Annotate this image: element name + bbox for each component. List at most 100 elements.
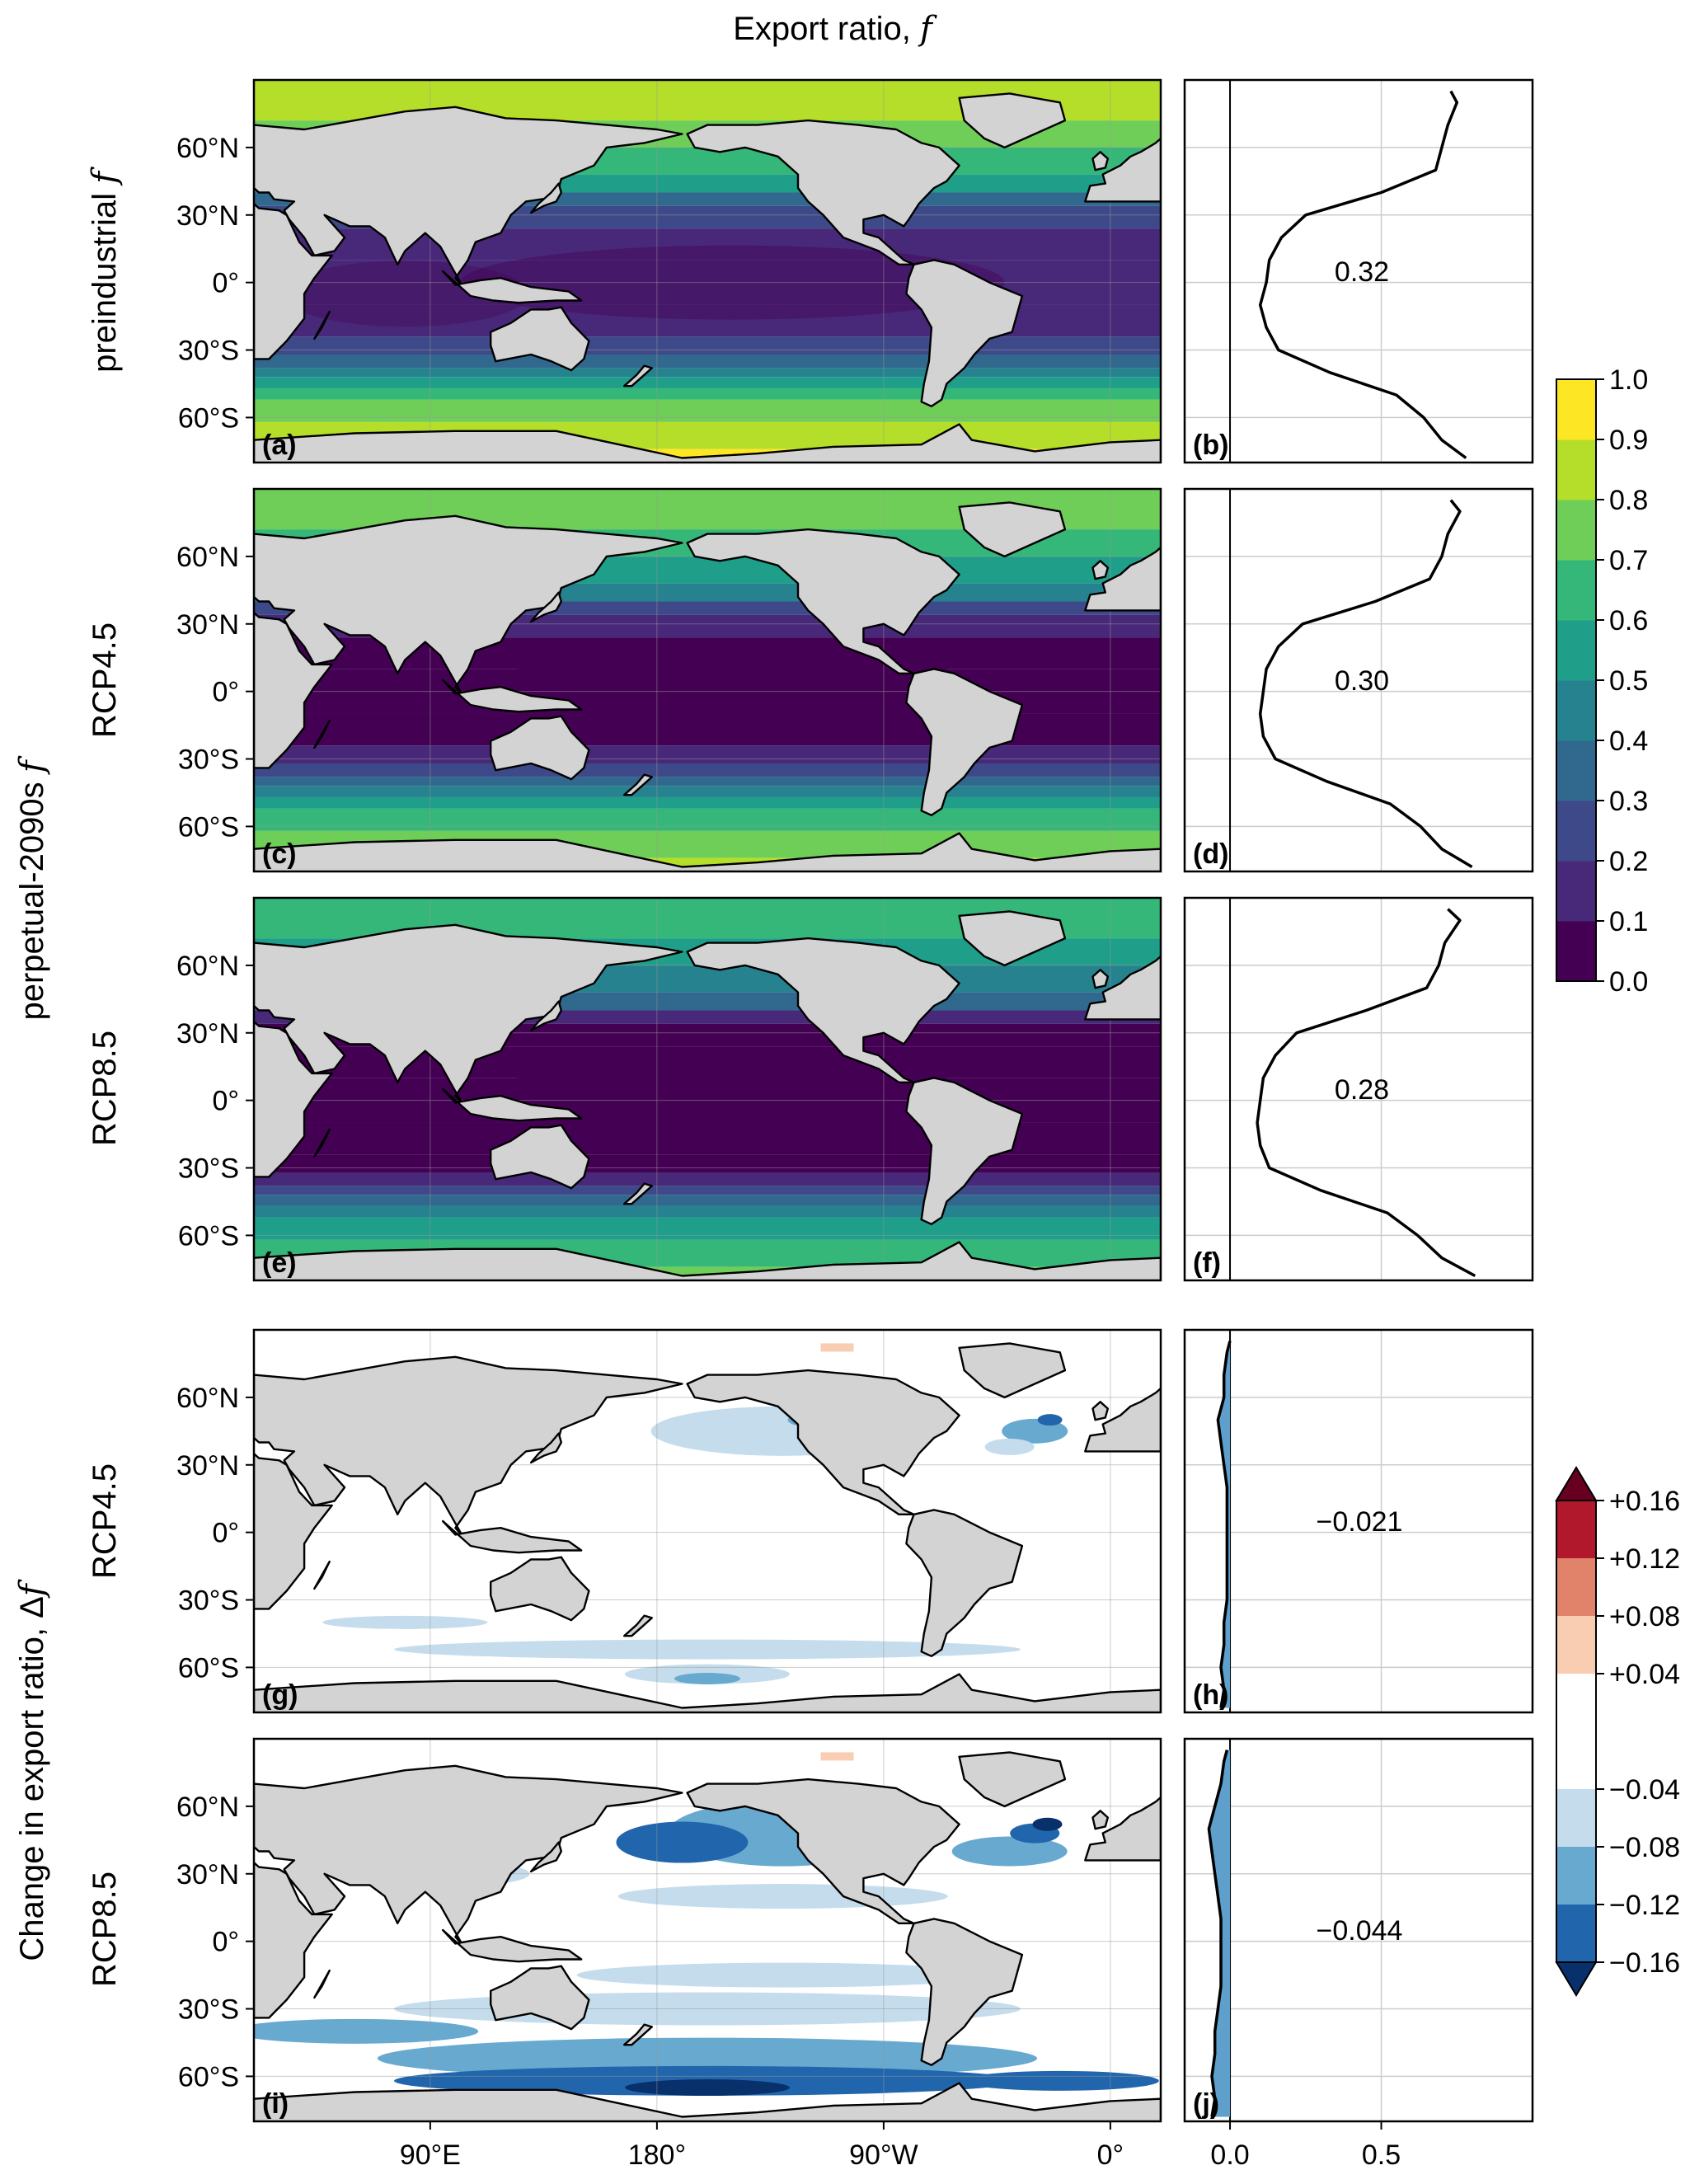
colorbar-f-swatch [1556, 439, 1596, 500]
colorbar-df-swatch [1556, 1501, 1596, 1559]
land-japan [529, 1841, 562, 1873]
lat-tick-label: 60°N [176, 1792, 239, 1823]
land-uk [1091, 969, 1110, 989]
lat-tick-label: 30°N [176, 1859, 239, 1890]
change-region-positive [820, 1343, 854, 1352]
land-africa [254, 1020, 333, 1178]
land-greenland [958, 501, 1067, 558]
land-northAmerica [686, 937, 960, 1084]
land-japan [529, 591, 562, 623]
ocean-band [254, 1154, 1161, 1172]
land-europeWest [1084, 1387, 1161, 1453]
row-label-group-change: Change in export ratio, Δf [13, 1579, 51, 1961]
lat-tick-label: 60°N [176, 133, 239, 164]
land-antarctica [254, 2082, 1161, 2121]
land-nz [623, 773, 653, 796]
profile-x-tick-label: 0.5 [1362, 2139, 1401, 2171]
ocean-band [254, 1217, 1161, 1240]
panels-group: 60°N 30°N 0° 30°S 60°S (a) 60°N 30°N 0° 30°S 60°S (… [176, 78, 1534, 2171]
figure-title: Export ratio, f [733, 10, 937, 48]
lat-tick-label: 30°N [176, 1018, 239, 1050]
land-eurasia [254, 923, 683, 1106]
ocean-band [254, 368, 1161, 378]
profile-line [1207, 1750, 1229, 2117]
map-frame [252, 78, 1162, 464]
lat-tick-label: 60°S [178, 402, 239, 434]
land-australia [490, 1124, 590, 1190]
land-southAmerica [905, 1077, 1024, 1225]
map-frame [252, 1737, 1162, 2123]
row-label-rcp85: RCP8.5 [87, 1031, 123, 1146]
colorbar-f-swatch [1556, 379, 1596, 440]
colorbar-df-frame [1556, 1500, 1597, 1963]
ocean-band [254, 786, 1161, 797]
lat-tick-label: 60°N [176, 542, 239, 573]
change-region [1037, 1414, 1063, 1426]
colorbar-f-tick-label: 0.3 [1609, 786, 1648, 817]
colorbar-f-tick-label: 0.2 [1609, 846, 1648, 877]
profile-x-tick-label: 0.0 [1210, 2139, 1249, 2171]
land-madagascar [313, 1128, 331, 1158]
profile-clip [1185, 80, 1533, 463]
map-clip [254, 1739, 1161, 2121]
land-japan [529, 1000, 562, 1032]
land-europeWest [1084, 546, 1161, 612]
lat-tick-label: 30°S [178, 744, 239, 776]
lat-tick-label: 0° [212, 1518, 239, 1549]
ocean-band [254, 1205, 1161, 1218]
land-indonesia [441, 1519, 583, 1554]
colorbar-df-tick-label: +0.16 [1609, 1486, 1680, 1517]
colorbar-df-swatch [1556, 1674, 1596, 1790]
land-eurasia [254, 1355, 683, 1538]
panel-label: (f) [1193, 1247, 1221, 1279]
colorbar-df-swatch [1556, 1558, 1596, 1617]
colorbar-df-swatch [1556, 1847, 1596, 1905]
colorbar-f-swatch [1556, 921, 1596, 982]
land-indonesia [441, 1928, 583, 1963]
ocean-low-core [281, 669, 529, 736]
land-antarctica [254, 1241, 1161, 1280]
profile-frame [1183, 896, 1534, 1282]
profile-panel-f: 0.28 (f) [1183, 896, 1534, 1282]
profile-clip [1185, 1330, 1533, 1712]
change-region [394, 1639, 1021, 1660]
land-antarctica [254, 1673, 1161, 1712]
profile-global-mean: 0.30 [1335, 665, 1389, 697]
land-uk [1091, 151, 1110, 171]
land-antarctica [254, 832, 1161, 871]
panel-label: (g) [262, 1679, 298, 1711]
land-southAmerica [905, 1509, 1024, 1657]
land-northAmerica [686, 528, 960, 675]
colorbar-f-tick-label: 0.5 [1609, 665, 1648, 697]
row-label-preindustrial: preindustrial f [86, 167, 124, 373]
profile-frame [1183, 1737, 1534, 2123]
map-panel-g: 60°N 30°N 0° 30°S 60°S (g) [176, 1328, 1162, 1714]
land-northAmerica [686, 1778, 960, 1925]
land-madagascar [313, 1969, 331, 1999]
colorbar-f-swatch [1556, 500, 1596, 561]
colorbar-f-tick-label: 0.7 [1609, 545, 1648, 576]
colorbar-df-tick-label: +0.08 [1609, 1601, 1680, 1632]
land-europeWest [1084, 137, 1161, 203]
profile-clip [1185, 1739, 1533, 2121]
change-region [951, 1836, 1068, 1867]
land-madagascar [313, 719, 331, 749]
profile-clip [1185, 489, 1533, 871]
land-europeWest [1084, 955, 1161, 1021]
lat-tick-label: 60°S [178, 2061, 239, 2092]
land-africa [254, 611, 333, 769]
profile-global-mean: 0.28 [1335, 1074, 1389, 1106]
change-region [576, 1962, 989, 1988]
land-japan [529, 1432, 562, 1464]
panel-label: (a) [262, 430, 297, 461]
land-eurasia [254, 106, 683, 289]
colorbar-f-swatch [1556, 680, 1596, 741]
lat-tick-label: 30°N [176, 609, 239, 641]
lat-tick-label: 30°S [178, 336, 239, 367]
land-southAmerica [905, 668, 1024, 816]
change-region [1032, 1817, 1063, 1831]
panel-label: (b) [1193, 430, 1228, 461]
change-region [960, 2070, 1159, 2091]
colorbar-df-swatch [1556, 1616, 1596, 1674]
